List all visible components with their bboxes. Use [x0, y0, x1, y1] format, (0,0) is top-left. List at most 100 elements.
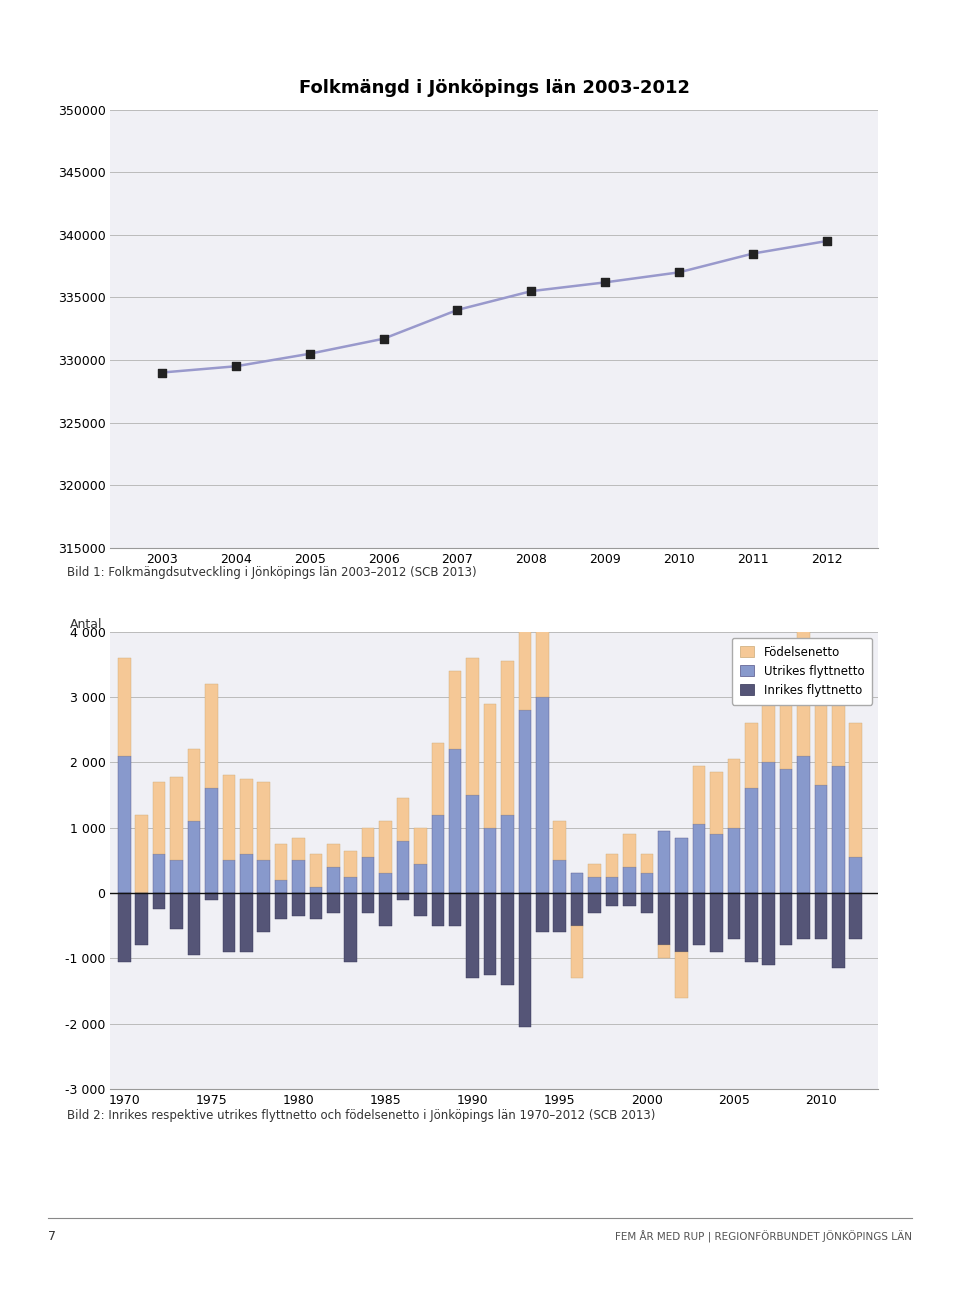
- Bar: [606, 877, 618, 893]
- Bar: [292, 861, 304, 893]
- Bar: [327, 867, 340, 893]
- Bar: [153, 893, 165, 910]
- Bar: [518, 530, 531, 710]
- Bar: [188, 749, 201, 821]
- Point: [228, 356, 244, 376]
- Bar: [762, 762, 775, 893]
- Text: Bild 2: Inrikes respektive utrikes flyttnetto och födelsenetto i Jönköpings län : Bild 2: Inrikes respektive utrikes flytt…: [67, 1109, 656, 1121]
- Bar: [275, 844, 287, 880]
- Bar: [675, 951, 688, 998]
- Bar: [205, 893, 218, 900]
- Point: [523, 281, 539, 302]
- Bar: [536, 459, 548, 697]
- Bar: [815, 893, 828, 938]
- Bar: [275, 880, 287, 893]
- Bar: [449, 670, 462, 749]
- Bar: [780, 768, 792, 893]
- Bar: [362, 828, 374, 857]
- Title: Folkmängd i Jönköpings län 2003-2012: Folkmängd i Jönköpings län 2003-2012: [299, 79, 690, 97]
- Bar: [379, 821, 392, 874]
- Bar: [188, 821, 201, 893]
- Bar: [518, 893, 531, 1027]
- Bar: [379, 893, 392, 926]
- Bar: [414, 864, 426, 893]
- Bar: [467, 657, 479, 795]
- Bar: [292, 838, 304, 861]
- Bar: [623, 834, 636, 867]
- Legend: Födelsenetto, Utrikes flyttnetto, Inrikes flyttnetto: Födelsenetto, Utrikes flyttnetto, Inrike…: [732, 638, 873, 705]
- Bar: [257, 782, 270, 861]
- Text: Antal: Antal: [70, 617, 103, 630]
- Bar: [449, 893, 462, 926]
- Bar: [153, 782, 165, 853]
- Bar: [310, 887, 323, 893]
- Bar: [223, 776, 235, 861]
- Bar: [762, 655, 775, 762]
- Bar: [745, 723, 757, 789]
- Bar: [623, 893, 636, 906]
- Bar: [762, 893, 775, 965]
- Bar: [118, 657, 131, 755]
- Bar: [205, 789, 218, 893]
- Point: [597, 272, 612, 293]
- Bar: [118, 755, 131, 893]
- Bar: [536, 697, 548, 893]
- Bar: [310, 853, 323, 887]
- Bar: [693, 825, 706, 893]
- Bar: [396, 893, 409, 900]
- Bar: [449, 749, 462, 893]
- Bar: [850, 893, 862, 938]
- Bar: [780, 893, 792, 945]
- Bar: [850, 857, 862, 893]
- Bar: [675, 893, 688, 951]
- Bar: [606, 893, 618, 906]
- Bar: [553, 861, 566, 893]
- Bar: [396, 798, 409, 840]
- Bar: [379, 874, 392, 893]
- Bar: [728, 828, 740, 893]
- Bar: [693, 766, 706, 825]
- Bar: [588, 864, 601, 877]
- Bar: [170, 777, 182, 861]
- Bar: [432, 893, 444, 926]
- Bar: [745, 893, 757, 962]
- Bar: [571, 874, 584, 893]
- Bar: [240, 779, 252, 853]
- Bar: [153, 853, 165, 893]
- Bar: [658, 893, 670, 945]
- Bar: [710, 772, 723, 834]
- Bar: [797, 893, 810, 938]
- Bar: [571, 893, 584, 926]
- Bar: [345, 851, 357, 877]
- Bar: [362, 857, 374, 893]
- Bar: [675, 838, 688, 893]
- Bar: [850, 723, 862, 857]
- Bar: [432, 815, 444, 893]
- Bar: [728, 893, 740, 938]
- Bar: [345, 893, 357, 962]
- Bar: [640, 874, 653, 893]
- Text: Bild 1: Folkmängdsutveckling i Jönköpings län 2003–2012 (SCB 2013): Bild 1: Folkmängdsutveckling i Jönköping…: [67, 566, 477, 579]
- Bar: [484, 704, 496, 828]
- Bar: [205, 684, 218, 789]
- Bar: [484, 893, 496, 974]
- Bar: [188, 893, 201, 955]
- Point: [302, 343, 318, 363]
- Text: FEM ÅR MED RUP | REGIONFÖRBUNDET JÖNKÖPINGS LÄN: FEM ÅR MED RUP | REGIONFÖRBUNDET JÖNKÖPI…: [615, 1230, 912, 1243]
- Bar: [135, 815, 148, 893]
- Bar: [414, 828, 426, 864]
- Bar: [432, 742, 444, 815]
- Bar: [170, 861, 182, 893]
- Bar: [275, 893, 287, 919]
- Point: [155, 362, 170, 383]
- Bar: [327, 844, 340, 867]
- Point: [671, 262, 686, 282]
- Bar: [327, 893, 340, 913]
- Bar: [606, 853, 618, 877]
- Bar: [223, 861, 235, 893]
- Bar: [223, 893, 235, 951]
- Bar: [623, 867, 636, 893]
- Point: [745, 244, 760, 264]
- Bar: [797, 619, 810, 755]
- Point: [450, 299, 466, 320]
